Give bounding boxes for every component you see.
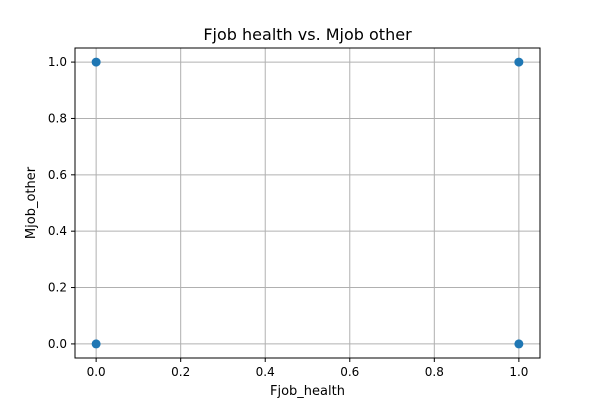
y-tick-label: 0.2 xyxy=(48,281,67,295)
x-tick-label: 0.6 xyxy=(340,365,359,379)
x-tick-label: 0.8 xyxy=(425,365,444,379)
y-axis-label: Mjob_other xyxy=(24,166,39,239)
y-tick-label: 0.6 xyxy=(48,168,67,182)
x-tick-label: 0.0 xyxy=(87,365,106,379)
scatter-point xyxy=(91,57,101,67)
x-axis-label: Fjob_health xyxy=(270,384,345,399)
grid-lines xyxy=(75,48,540,358)
scatter-point xyxy=(514,339,524,349)
chart-title: Fjob health vs. Mjob other xyxy=(203,25,412,44)
y-tick-label: 0.8 xyxy=(48,111,67,125)
axis-ticks: 0.0 0.2 0.4 0.6 0.8 1.0 0.0 0.2 0.4 0.6 0.8 1.0 xyxy=(48,55,529,379)
x-tick-label: 0.4 xyxy=(256,365,275,379)
x-tick-label: 1.0 xyxy=(509,365,528,379)
plot-area-frame xyxy=(74,47,541,359)
data-points xyxy=(91,57,524,349)
scatter-point xyxy=(514,57,524,67)
y-tick-label: 1.0 xyxy=(48,55,67,69)
y-tick-label: 0.0 xyxy=(48,337,67,351)
y-tick-label: 0.4 xyxy=(48,224,67,238)
x-tick-label: 0.2 xyxy=(171,365,190,379)
scatter-point xyxy=(91,339,101,349)
